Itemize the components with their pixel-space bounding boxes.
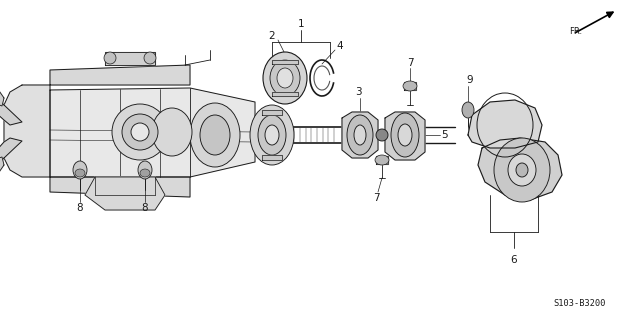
Text: 9: 9 [467,75,474,85]
Ellipse shape [494,138,550,202]
Polygon shape [0,98,22,125]
Ellipse shape [122,114,158,150]
Ellipse shape [75,169,85,177]
Ellipse shape [112,104,168,160]
Text: S103-B3200: S103-B3200 [554,299,606,308]
Text: 8: 8 [141,203,148,213]
Polygon shape [0,138,22,165]
Ellipse shape [140,169,150,177]
Ellipse shape [138,161,152,179]
Polygon shape [385,112,425,160]
Polygon shape [404,82,416,90]
Polygon shape [272,60,298,64]
Polygon shape [376,156,388,164]
Text: 5: 5 [442,130,448,140]
Text: 6: 6 [511,255,517,265]
Polygon shape [50,65,190,85]
Text: 7: 7 [372,193,380,203]
Ellipse shape [354,125,366,145]
Ellipse shape [277,68,293,88]
Ellipse shape [263,52,307,104]
Ellipse shape [258,115,286,155]
Polygon shape [50,177,190,197]
Ellipse shape [250,105,294,165]
Polygon shape [262,110,282,115]
Text: 1: 1 [298,19,304,29]
Ellipse shape [375,155,389,165]
Ellipse shape [398,124,412,146]
Ellipse shape [516,163,528,177]
Text: 4: 4 [337,41,343,51]
Ellipse shape [200,115,230,155]
Ellipse shape [270,60,300,96]
Ellipse shape [152,108,192,156]
Ellipse shape [391,113,419,157]
Text: 8: 8 [77,203,83,213]
Text: 2: 2 [269,31,275,41]
Text: 3: 3 [355,87,362,97]
Ellipse shape [347,115,373,155]
Ellipse shape [265,125,279,145]
Polygon shape [50,88,255,177]
Ellipse shape [73,161,87,179]
Ellipse shape [131,123,149,141]
Ellipse shape [462,102,474,118]
Polygon shape [272,92,298,96]
Ellipse shape [376,129,388,141]
Text: 7: 7 [406,58,413,68]
Polygon shape [478,138,562,200]
Ellipse shape [403,81,417,91]
Polygon shape [105,52,155,65]
Polygon shape [85,177,165,210]
Polygon shape [342,112,378,158]
Ellipse shape [190,103,240,167]
Polygon shape [4,85,50,177]
Text: FR.: FR. [569,27,582,36]
Polygon shape [468,100,542,148]
Ellipse shape [508,154,536,186]
Ellipse shape [104,52,116,64]
Polygon shape [0,157,4,178]
Polygon shape [262,155,282,160]
Polygon shape [0,85,4,106]
Ellipse shape [144,52,156,64]
